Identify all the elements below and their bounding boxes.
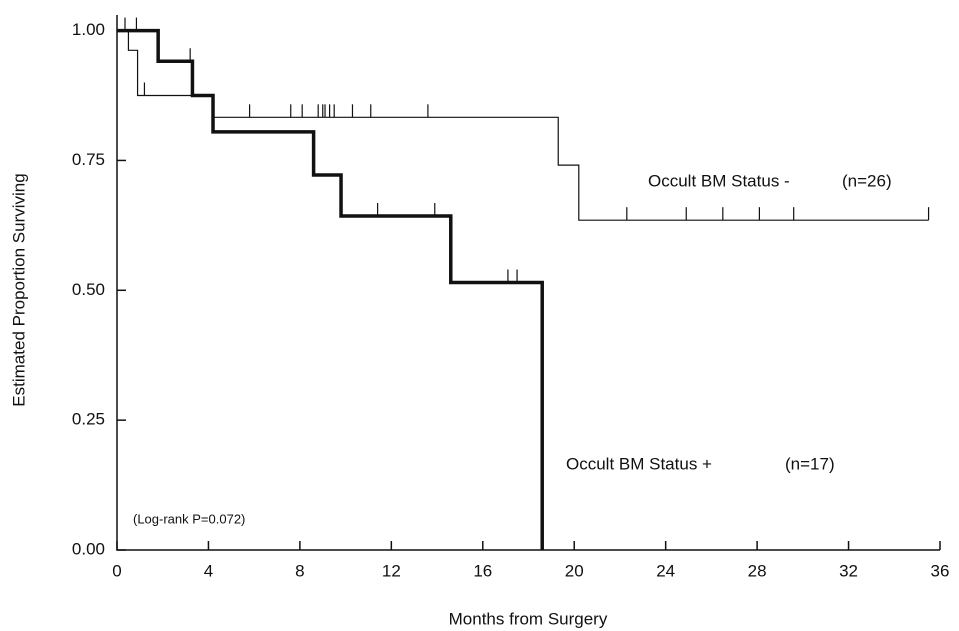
x-tick-label: 8 xyxy=(295,561,304,580)
y-tick-label: 1.00 xyxy=(72,20,105,39)
x-tick-label: 20 xyxy=(565,561,584,580)
annotation: (Log-rank P=0.072) xyxy=(133,511,245,526)
series-label: Occult BM Status + xyxy=(566,454,712,473)
series-label: Occult BM Status - xyxy=(648,171,790,190)
x-tick-label: 0 xyxy=(112,561,121,580)
y-tick-label: 0.75 xyxy=(72,150,105,169)
y-axis-title: Estimated Proportion Surviving xyxy=(9,173,28,406)
x-tick-label: 36 xyxy=(931,561,950,580)
x-tick-label: 12 xyxy=(382,561,401,580)
x-tick-label: 16 xyxy=(473,561,492,580)
x-tick-label: 4 xyxy=(204,561,213,580)
count-label: (n=26) xyxy=(842,171,892,190)
y-tick-label: 0.50 xyxy=(72,280,105,299)
x-tick-label: 32 xyxy=(839,561,858,580)
survival-curve xyxy=(117,28,544,550)
x-axis-title: Months from Surgery xyxy=(449,609,608,628)
x-tick-label: 28 xyxy=(748,561,767,580)
survival-curve xyxy=(117,29,929,221)
y-tick-label: 0.25 xyxy=(72,410,105,429)
x-tick-label: 24 xyxy=(656,561,675,580)
y-tick-label: 0.00 xyxy=(72,539,105,558)
count-label: (n=17) xyxy=(785,454,835,473)
